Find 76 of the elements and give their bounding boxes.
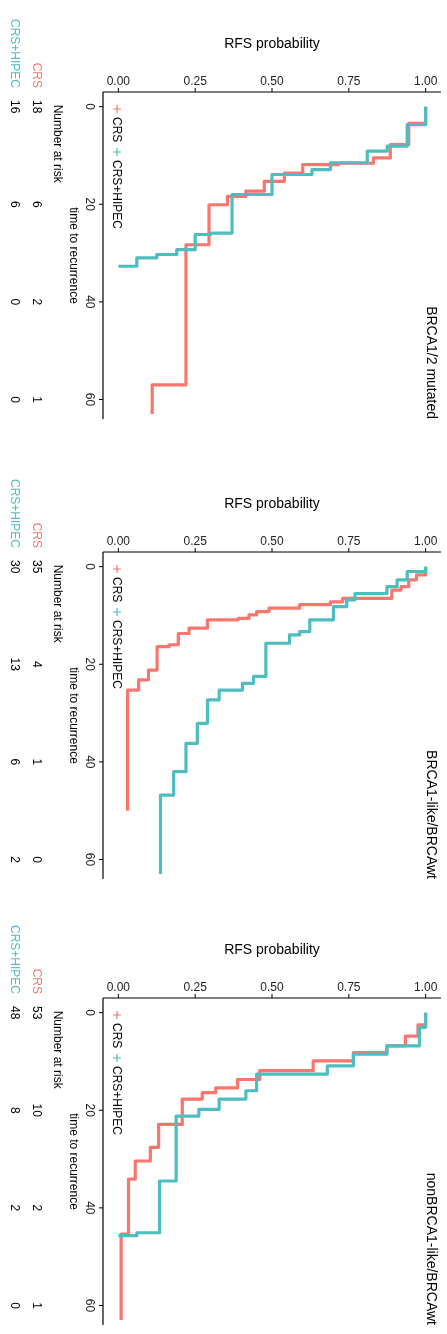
text: 35 xyxy=(30,559,44,574)
text: 8 xyxy=(8,1106,22,1114)
x-tick-label: 0.75 xyxy=(337,980,361,994)
x-tick-label: 0.25 xyxy=(183,534,208,548)
y-tick-label: 0 xyxy=(83,563,97,571)
text: Number at risk xyxy=(51,104,65,184)
x-tick-label: 0.25 xyxy=(183,74,208,88)
text: 2 xyxy=(30,1204,44,1212)
legend-label: CRS xyxy=(110,577,124,603)
y-axis-title: time to recurrence xyxy=(67,207,81,305)
y-tick-label: 60 xyxy=(83,392,97,407)
text: 1 xyxy=(30,1302,44,1310)
x-tick-label: 0.00 xyxy=(106,74,131,88)
text: 2 xyxy=(8,1204,22,1212)
legend-label: CRS+HIPEC xyxy=(110,620,124,690)
text: 13 xyxy=(8,657,22,672)
text: 0 xyxy=(8,298,22,306)
text: 2 xyxy=(30,298,44,306)
text: nonBRCA1-like/BRCAwt xyxy=(424,1172,440,1326)
y-tick-label: 60 xyxy=(83,1298,97,1313)
x-tick-label: 1.00 xyxy=(413,980,438,994)
text: CRS xyxy=(30,62,44,88)
x-tick-label: 0.25 xyxy=(183,980,208,994)
legend-label: CRS+HIPEC xyxy=(110,160,124,230)
y-tick-label: 20 xyxy=(83,197,97,212)
x-tick-label: 0.00 xyxy=(106,980,131,994)
text: 2 xyxy=(8,856,22,864)
x-tick-label: 0.00 xyxy=(106,534,131,548)
text: 10 xyxy=(30,1103,44,1118)
text: 0 xyxy=(8,396,22,404)
y-tick-label: 40 xyxy=(83,1201,97,1215)
text: CRS+HIPEC xyxy=(8,478,22,548)
text: 16 xyxy=(8,99,22,114)
text: 0 xyxy=(8,1302,22,1310)
x-tick-label: 0.75 xyxy=(337,74,361,88)
legend-label: CRS xyxy=(110,1023,124,1049)
x-tick-label: 0.50 xyxy=(260,74,284,88)
y-tick-label: 0 xyxy=(83,103,97,111)
x-tick-label: 1.00 xyxy=(413,74,438,88)
text: CRS+HIPEC xyxy=(8,18,22,88)
y-axis-title: time to recurrence xyxy=(67,1113,81,1211)
y-tick-label: 40 xyxy=(83,295,97,309)
text: Number at risk xyxy=(51,1010,65,1090)
text: 4 xyxy=(30,660,44,668)
x-tick-label: 0.50 xyxy=(260,534,284,548)
text: 6 xyxy=(8,758,22,766)
text: CRS xyxy=(30,522,44,548)
legend-label: CRS xyxy=(110,117,124,143)
y-axis-title: time to recurrence xyxy=(67,667,81,765)
text: BRCA1/2 mutated xyxy=(424,306,440,419)
x-tick-label: 0.50 xyxy=(260,980,284,994)
text: 30 xyxy=(8,559,22,574)
x-tick-label: 0.75 xyxy=(337,534,361,548)
line-series xyxy=(158,565,428,876)
y-tick-label: 20 xyxy=(83,1103,97,1118)
text: CRS xyxy=(30,968,44,994)
x-axis-title: RFS probability xyxy=(224,35,320,51)
text: 1 xyxy=(30,758,44,766)
y-tick-label: 0 xyxy=(83,1009,97,1017)
x-tick-label: 1.00 xyxy=(413,534,438,548)
text: 18 xyxy=(30,99,44,114)
text: 6 xyxy=(8,200,22,208)
text: BRCA1-like/BRCAwt xyxy=(424,750,440,880)
y-tick-label: 60 xyxy=(83,852,97,867)
text: 48 xyxy=(8,1005,22,1020)
y-tick-label: 40 xyxy=(83,755,97,769)
text: 1 xyxy=(30,396,44,404)
y-tick-label: 20 xyxy=(83,657,97,672)
x-axis-title: RFS probability xyxy=(224,495,320,511)
text: CRS+HIPEC xyxy=(8,924,22,994)
text: 53 xyxy=(30,1005,44,1020)
legend-label: CRS+HIPEC xyxy=(110,1066,124,1136)
text: 0 xyxy=(30,856,44,864)
text: 6 xyxy=(30,200,44,208)
x-axis-title: RFS probability xyxy=(224,941,320,957)
text: Number at risk xyxy=(51,564,65,644)
